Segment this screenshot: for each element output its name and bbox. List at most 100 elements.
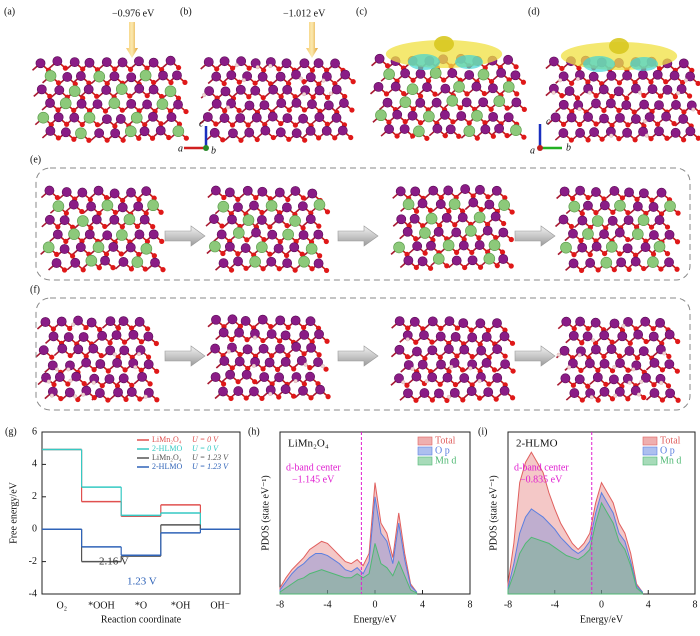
o-atom [571,252,577,258]
o-atom [349,107,355,113]
li-atom [605,240,618,253]
mn-atom [599,386,610,397]
mn-atom [373,81,384,92]
mn-atom [172,70,182,81]
mn-atom [210,343,221,354]
mn-atom [640,316,651,327]
o-atom [254,136,260,143]
o-atom [137,396,143,402]
o-atom [454,325,461,331]
isosurface [609,38,629,54]
o-atom [695,80,700,87]
o-atom [283,252,290,259]
o-atom [609,368,616,374]
o-atom [83,353,89,359]
mn-atom [306,342,317,353]
o-atom [136,135,142,141]
mn-atom [314,112,325,123]
mn-atom [134,229,145,240]
mn-atom [274,187,285,198]
o-atom [261,67,267,73]
adsorption-arrow [126,22,138,58]
h-atom [587,90,592,95]
li-atom [282,228,294,241]
mn-atom [599,200,610,211]
mn-atom [128,329,139,340]
o-atom [501,220,507,227]
mn-atom [559,186,570,197]
o-atom [569,80,575,86]
o-atom [58,395,64,402]
pdos-area [279,543,418,595]
o-atom [324,209,331,215]
mn-atom [510,70,521,81]
o-atom [508,263,514,269]
o-atom [325,394,331,400]
mn-atom [264,357,275,368]
mn-atom [460,184,471,194]
h-atom [302,92,307,97]
o-atom [657,93,664,99]
mn-atom [143,359,154,370]
mn-atom [632,201,643,212]
panel-label: (a) [4,6,15,17]
li-atom [116,229,128,241]
crystal-structure [545,38,700,143]
mn-atom [496,67,507,78]
mn-atom [148,57,159,68]
mn-atom [568,258,579,269]
mn-atom [661,111,671,122]
h-atom [299,76,304,81]
process-arrow [337,225,379,247]
mn-atom [630,256,641,267]
axis-letter: b [566,142,571,153]
mn-atom [550,112,561,123]
o-atom [514,91,520,97]
mn-atom [86,317,97,328]
mn-atom [652,69,663,80]
o-atom [138,339,145,345]
mn-atom [233,202,243,213]
mn-atom [126,98,137,109]
o-atom [502,195,508,201]
o-atom [80,267,86,273]
mn-atom [242,185,253,196]
o-atom [151,79,157,86]
mn-atom [141,186,152,197]
mn-atom [282,113,293,124]
h-atom [575,77,580,82]
o-atom [485,221,491,228]
legend-label: Mn d [435,455,456,466]
mn-atom [422,82,432,93]
o-atom [123,396,129,402]
o-atom [143,210,149,216]
li-atom [473,211,486,224]
mn-atom [633,329,644,340]
mn-atom [623,316,633,327]
mn-atom [273,243,284,254]
material-label: 2-HLMO [516,438,558,450]
mn-atom [234,327,244,338]
o-atom [115,325,122,331]
mn-atom [459,344,470,355]
o-atom [619,195,626,201]
o-atom [695,135,700,141]
mn-atom [440,109,450,120]
mn-atom [678,58,689,69]
o-atom [324,338,330,344]
o-atom [61,267,68,273]
o-atom [413,236,419,242]
mn-atom [575,128,585,138]
mn-atom [211,98,222,109]
o-atom [410,106,416,112]
o-atom [63,210,69,216]
crystal-structure [555,316,681,403]
o-atom [102,108,109,114]
mn-atom [299,329,310,340]
mn-atom [228,128,238,139]
x-axis-label: Energy/eV [353,614,397,625]
o-atom [384,63,391,69]
mn-atom [134,83,145,94]
h-atom [556,352,561,357]
mn-atom [654,215,665,225]
